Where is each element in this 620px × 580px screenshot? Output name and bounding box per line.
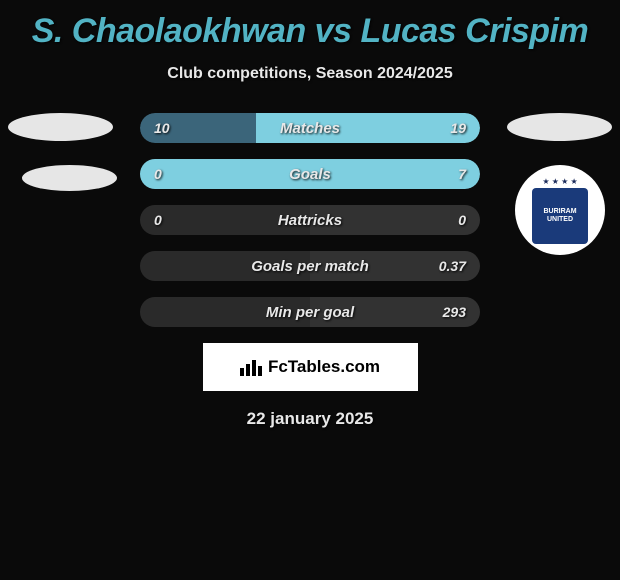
brand-text: FcTables.com [268,357,380,377]
club-right-badge: ★ ★ ★ ★ BURIRAM UNITED [515,165,605,255]
bar-value-right: 7 [458,159,466,189]
bar-value-left: 0 [154,159,162,189]
comparison-bars: 1019Matches07Goals00Hattricks0.37Goals p… [140,113,480,327]
bar-chart-icon [240,358,262,376]
page-title: S. Chaolaokhwan vs Lucas Crispim [0,0,620,51]
bar-row: 00Hattricks [140,205,480,235]
bar-value-left: 0 [154,205,162,235]
bar-row: 1019Matches [140,113,480,143]
bar-row: 293Min per goal [140,297,480,327]
player-left-badge-2 [22,165,117,191]
bar-row: 07Goals [140,159,480,189]
bar-value-right: 0 [458,205,466,235]
subtitle: Club competitions, Season 2024/2025 [0,65,620,83]
bar-value-left: 10 [154,113,170,143]
comparison-content: ★ ★ ★ ★ BURIRAM UNITED 1019Matches07Goal… [0,113,620,327]
club-stars-icon: ★ ★ ★ ★ [542,177,577,186]
club-right-name: BURIRAM UNITED [532,188,588,244]
date-text: 22 january 2025 [0,409,620,429]
bar-value-right: 0.37 [439,251,466,281]
player-left-badge [8,113,113,141]
brand-box: FcTables.com [203,343,418,391]
bar-row: 0.37Goals per match [140,251,480,281]
player-right-badge [507,113,612,141]
bar-value-right: 293 [443,297,466,327]
bar-value-right: 19 [450,113,466,143]
